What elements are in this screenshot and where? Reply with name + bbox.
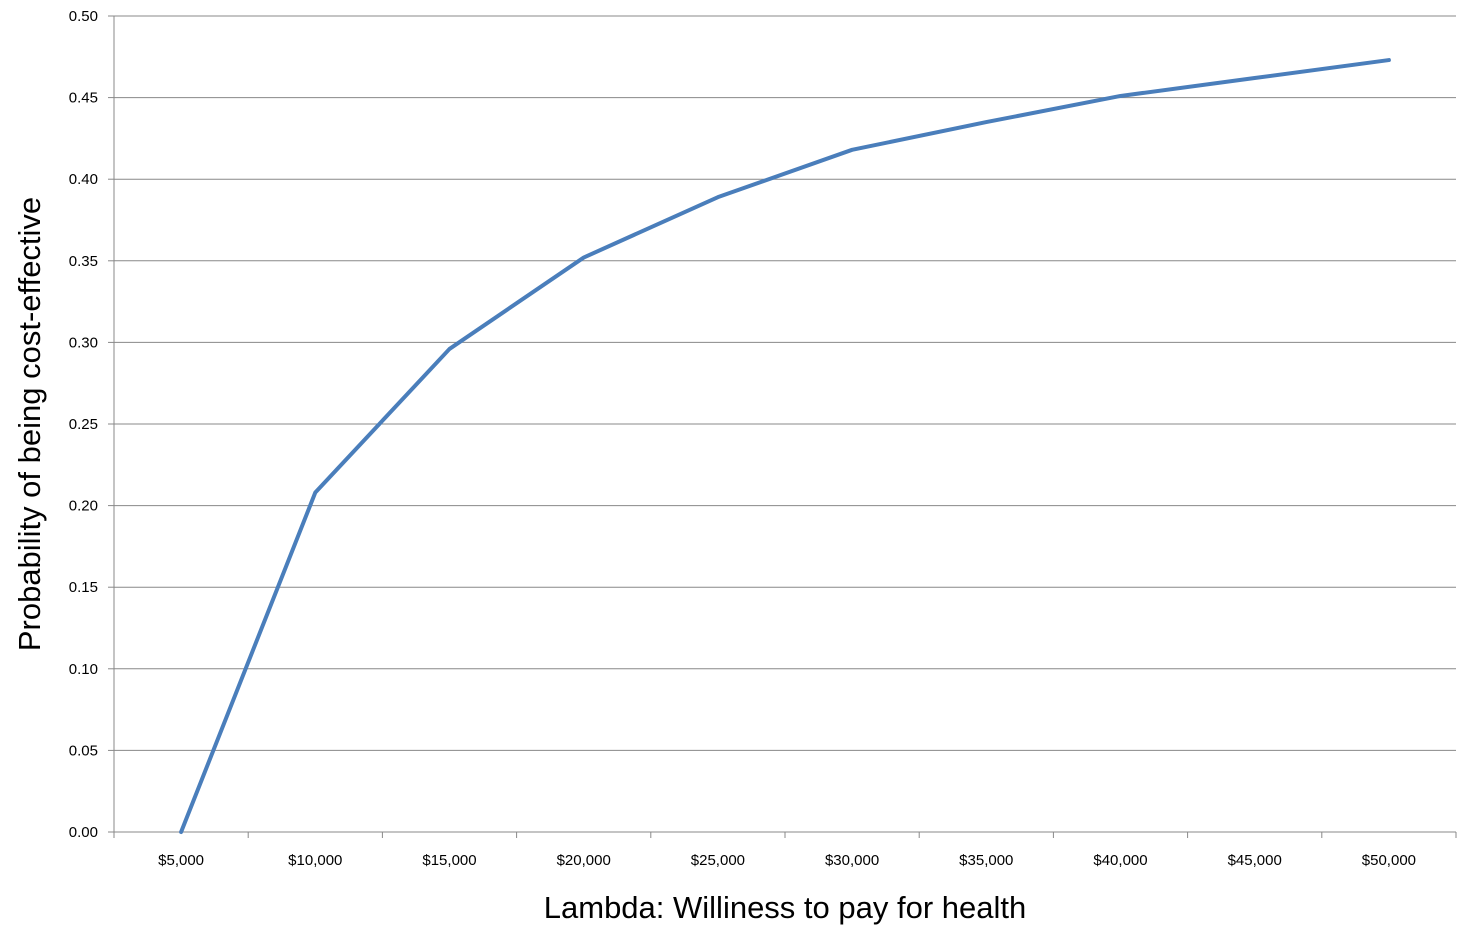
x-tick-label: $15,000 (422, 852, 476, 869)
y-tick-label: 0.20 (69, 498, 98, 515)
y-tick-labels: 0.00 0.05 0.10 0.15 0.20 0.25 0.30 0.35 0.40 0.45… (69, 8, 98, 841)
x-tick-label: $5,000 (158, 852, 204, 869)
y-tick-label: 0.25 (69, 416, 98, 433)
x-tick-label: $45,000 (1228, 852, 1282, 869)
series-lines (179, 58, 1391, 834)
y-tick-label: 0.50 (69, 8, 98, 25)
axes (108, 15, 1457, 838)
y-tick-label: 0.05 (69, 742, 98, 759)
y-tick-label: 0.00 (69, 824, 98, 841)
y-tick-label: 0.35 (69, 253, 98, 270)
series-line (179, 58, 1391, 834)
x-tick-label: $20,000 (557, 852, 611, 869)
x-tick-label: $50,000 (1362, 852, 1416, 869)
y-tick-label: 0.30 (69, 334, 98, 351)
x-tick-label: $10,000 (288, 852, 342, 869)
y-tick-label: 0.40 (69, 171, 98, 188)
x-tick-label: $35,000 (959, 852, 1013, 869)
x-axis-title: Lambda: Williness to pay for health (544, 890, 1026, 925)
x-tick-label: $40,000 (1093, 852, 1147, 869)
x-tick-labels: $5,000 $10,000 $15,000 $20,000 $25,000 $30,00… (158, 852, 1416, 869)
y-tick-label: 0.15 (69, 579, 98, 596)
x-tick-label: $25,000 (691, 852, 745, 869)
y-tick-label: 0.10 (69, 661, 98, 678)
y-tick-label: 0.45 (69, 90, 98, 107)
gridlines (114, 15, 1456, 751)
x-tick-label: $30,000 (825, 852, 879, 869)
y-axis-title: Probability of being cost-effective (12, 197, 47, 651)
